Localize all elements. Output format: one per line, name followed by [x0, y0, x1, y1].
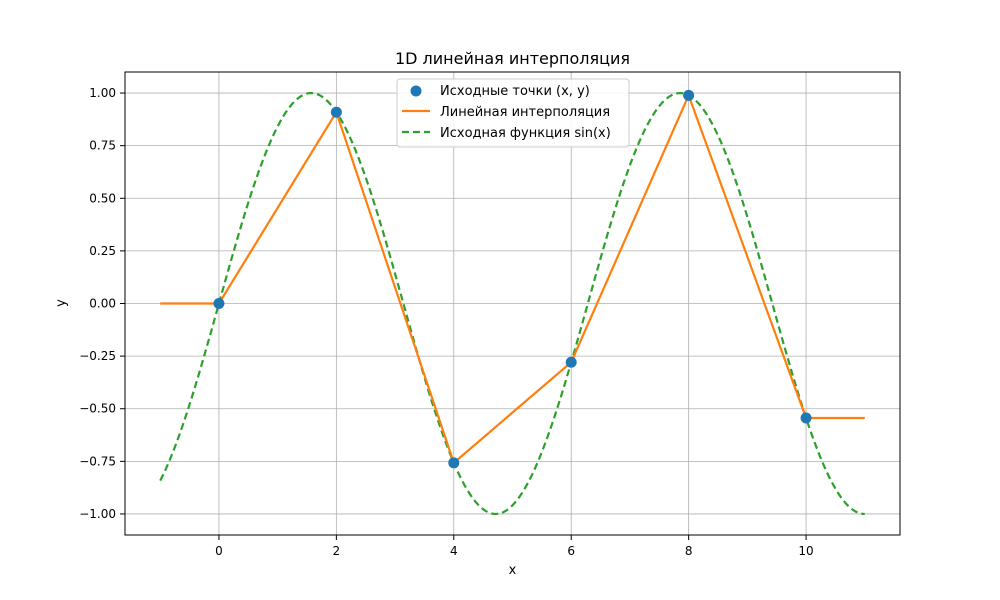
- y-tick-label: 1.00: [89, 86, 116, 100]
- series-interp-line: [160, 92, 865, 465]
- data-point: [565, 356, 577, 368]
- legend-box: [396, 78, 630, 148]
- legend-label-sin: Исходная функция sin(x): [440, 126, 611, 141]
- legend: Исходные точки (x, y) Линейная интерполя…: [396, 78, 630, 148]
- data-point: [213, 298, 225, 309]
- x-axis-label: x: [509, 563, 517, 578]
- legend-marker-points: [410, 85, 422, 97]
- y-axis-label: y: [54, 299, 69, 307]
- y-tick-label: 0.50: [89, 191, 116, 205]
- x-tick-label: 0: [215, 544, 223, 558]
- data-point: [800, 412, 812, 424]
- legend-label-points: Исходные точки (x, y): [440, 84, 590, 99]
- data-point: [448, 457, 460, 469]
- x-tick-label: 2: [333, 544, 341, 558]
- legend-label-interp: Линейная интерполяция: [440, 105, 610, 120]
- y-tick-label: 0.25: [89, 244, 116, 258]
- plot-area: [159, 89, 865, 516]
- y-tick-label: 0.00: [89, 297, 116, 311]
- x-tick-label: 6: [567, 544, 575, 558]
- chart-title: 1D линейная интерполяция: [395, 49, 630, 68]
- y-tick-label: 0.75: [89, 139, 116, 153]
- ticks: 0 2 4 6 8 10 −1.00 −0.75 −0.50 −0.25 0.00 0.25 0.50 0…: [79, 86, 813, 558]
- x-tick-label: 8: [685, 544, 693, 558]
- y-tick-label: −0.25: [79, 349, 116, 363]
- y-tick-label: −1.00: [79, 507, 116, 521]
- data-point: [683, 89, 695, 101]
- x-tick-label: 4: [450, 544, 458, 558]
- x-tick-label: 10: [798, 544, 813, 558]
- data-point: [330, 106, 342, 118]
- y-tick-label: −0.50: [79, 402, 116, 416]
- y-tick-label: −0.75: [79, 454, 116, 468]
- series-sin-line: [159, 91, 865, 516]
